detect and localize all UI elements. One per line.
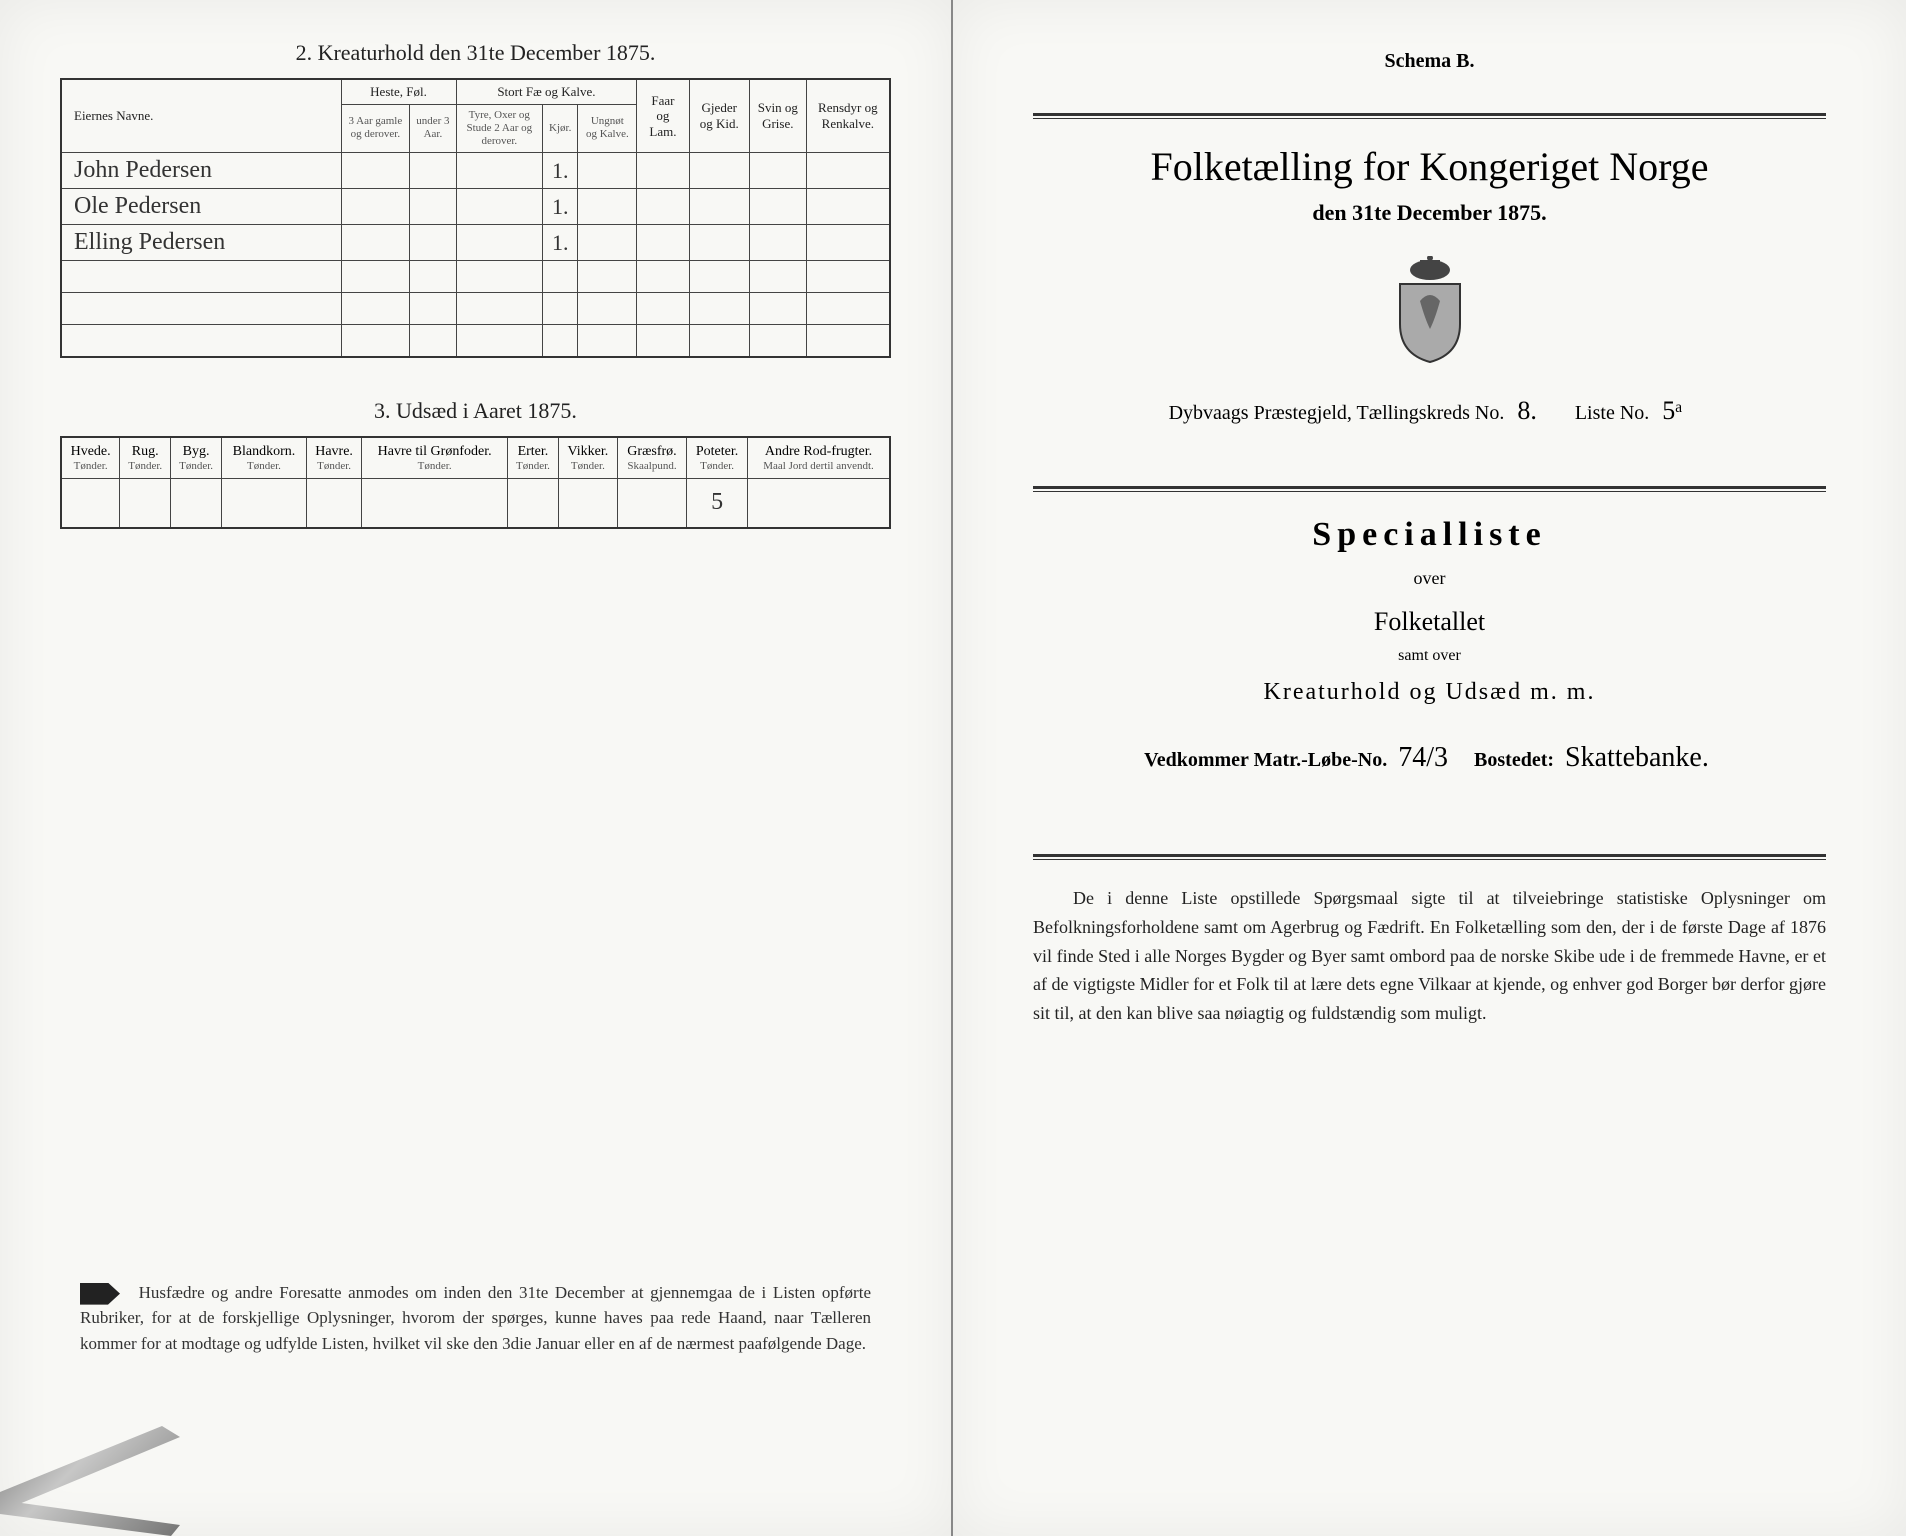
col-vikker: Vikker.Tønder.	[558, 437, 617, 479]
left-page: 2. Kreaturhold den 31te December 1875. E…	[0, 0, 953, 1536]
col-tyre: Tyre, Oxer og Stude 2 Aar og derover.	[456, 104, 542, 153]
samt-label: samt over	[1013, 647, 1846, 665]
coat-of-arms-icon	[1385, 256, 1475, 366]
col-erter: Erter.Tønder.	[508, 437, 559, 479]
col-faar: Faar og Lam.	[637, 79, 689, 153]
liste-label: Liste No.	[1575, 402, 1649, 424]
table-row: Elling Pedersen 1.	[61, 225, 890, 261]
col-havre-gron: Havre til Grønfoder.Tønder.	[362, 437, 508, 479]
col-graesfro: Græsfrø.Skaalpund.	[617, 437, 686, 479]
col-poteter: Poteter.Tønder.	[687, 437, 748, 479]
col-names: Eiernes Navne.	[61, 79, 341, 153]
col-byg: Byg.Tønder.	[171, 437, 222, 479]
table-row	[61, 261, 890, 293]
col-hvede: Hvede.Tønder.	[61, 437, 120, 479]
rule	[1033, 486, 1826, 492]
parish-line: Dybvaags Præstegjeld, Tællingskreds No. …	[1013, 396, 1846, 426]
seed-table: Hvede.Tønder. Rug.Tønder. Byg.Tønder. Bl…	[60, 436, 891, 530]
schema-label: Schema B.	[1013, 50, 1846, 73]
table-row: John Pedersen 1.	[61, 153, 890, 189]
matr-number: 74/3	[1392, 742, 1454, 773]
livestock-table: Eiernes Navne. Heste, Føl. Stort Fæ og K…	[60, 78, 891, 358]
paperclip-icon	[0, 1426, 180, 1536]
col-svin: Svin og Grise.	[749, 79, 806, 153]
footnote-text: Husfædre og andre Foresatte anmodes om i…	[80, 1283, 871, 1353]
table-row	[61, 293, 890, 325]
folketallet-label: Folketallet	[1013, 607, 1846, 637]
vedkommer-line: Vedkommer Matr.-Løbe-No. 74/3 Bostedet: …	[1013, 742, 1846, 774]
kreds-number: 8.	[1509, 396, 1545, 425]
section2-title: 2. Kreaturhold den 31te December 1875.	[60, 40, 891, 66]
kjor-value: 1.	[543, 153, 578, 189]
col-heste: Heste, Føl.	[341, 79, 456, 104]
census-date: den 31te December 1875.	[1013, 200, 1846, 226]
bostedet-label: Bostedet:	[1474, 749, 1554, 771]
owner-name: John Pedersen	[61, 153, 341, 189]
kjor-value: 1.	[543, 189, 578, 225]
rule	[1033, 854, 1826, 860]
bostedet-value: Skattebanke.	[1559, 742, 1715, 773]
table-row: Ole Pedersen 1.	[61, 189, 890, 225]
poteter-value: 5	[687, 478, 748, 528]
col-gjeder: Gjeder og Kid.	[689, 79, 749, 153]
col-rensdyr: Rensdyr og Renkalve.	[806, 79, 890, 153]
col-blandkorn: Blandkorn.Tønder.	[222, 437, 307, 479]
kjor-value: 1.	[543, 225, 578, 261]
over-label: over	[1013, 568, 1846, 589]
kreatur-label: Kreaturhold og Udsæd m. m.	[1013, 679, 1846, 706]
right-page: Schema B. Folketælling for Kongeriget No…	[953, 0, 1906, 1536]
col-ungnot: Ungnøt og Kalve.	[578, 104, 637, 153]
bottom-paragraph: De i denne Liste opstillede Spørgsmaal s…	[1033, 884, 1826, 1028]
section3-title: 3. Udsæd i Aaret 1875.	[60, 398, 891, 424]
table-row: 5	[61, 478, 890, 528]
col-stort: Stort Fæ og Kalve.	[456, 79, 637, 104]
census-title: Folketælling for Kongeriget Norge	[1013, 143, 1846, 190]
footnote: Husfædre og andre Foresatte anmodes om i…	[80, 1280, 871, 1357]
owner-name: Elling Pedersen	[61, 225, 341, 261]
pointer-icon	[80, 1283, 120, 1305]
owner-name: Ole Pedersen	[61, 189, 341, 225]
table-row	[61, 325, 890, 357]
col-heste-3aar: 3 Aar gamle og derover.	[341, 104, 410, 153]
vedkom-label: Vedkommer Matr.-Løbe-No.	[1144, 749, 1387, 771]
col-andre: Andre Rod-frugter.Maal Jord dertil anven…	[748, 437, 890, 479]
parish-label: Dybvaags Præstegjeld, Tællingskreds No.	[1169, 402, 1505, 424]
col-heste-under3: under 3 Aar.	[410, 104, 456, 153]
col-havre: Havre.Tønder.	[306, 437, 361, 479]
specialliste-title: Specialliste	[1013, 516, 1846, 554]
col-rug: Rug.Tønder.	[120, 437, 171, 479]
liste-number: 5ᵃ	[1654, 396, 1690, 425]
rule	[1033, 113, 1826, 119]
col-kjor: Kjør.	[543, 104, 578, 153]
